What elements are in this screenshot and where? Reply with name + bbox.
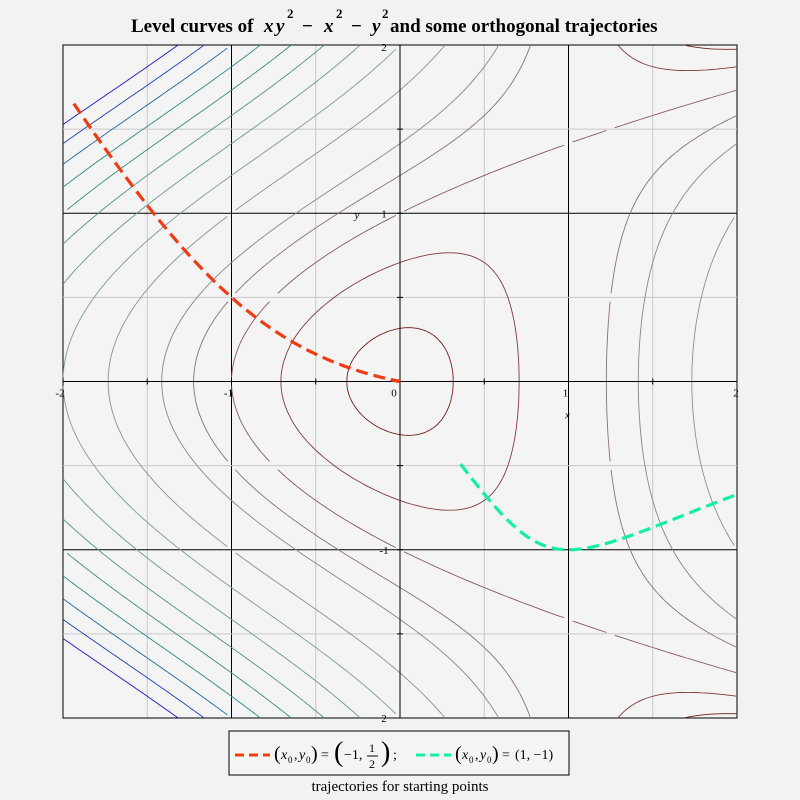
x-tick-label: -1 — [224, 388, 233, 400]
chart-title: Level curves of x y 2 − x 2 − y 2 and so… — [131, 6, 658, 37]
level-curves — [62, 44, 738, 719]
y-axis-label: y — [354, 209, 360, 221]
orthogonal-trajectories — [72, 102, 735, 553]
title-minus-2: − — [351, 16, 362, 37]
legend-2-x0: x — [461, 748, 469, 763]
legend-1-x0-sub: 0 — [288, 755, 293, 765]
y-tick-label: -1 — [379, 545, 388, 557]
y-tick-label: 2 — [381, 42, 387, 54]
x-tick-label: 1 — [563, 388, 569, 400]
svg-text:): ) — [311, 743, 318, 765]
x-tick-label: -2 — [55, 388, 64, 400]
title-exp-3: 2 — [382, 6, 389, 21]
legend-1-x0: x — [280, 748, 288, 763]
contour-level-8 — [107, 44, 735, 719]
y-tick-label: 1 — [381, 208, 387, 220]
legend-box — [228, 730, 570, 776]
svg-text:): ) — [492, 743, 499, 765]
title-x: x — [263, 16, 274, 37]
svg-text:): ) — [381, 737, 390, 768]
contour-level-1 — [62, 44, 205, 719]
title-exp-2: 2 — [336, 6, 343, 21]
legend-item-2: ( x 0 , y 0 ) = (1, −1) — [416, 743, 554, 765]
contour-level-6 — [62, 44, 361, 719]
legend-2-x0-sub: 0 — [469, 755, 474, 765]
legend: ( x 0 , y 0 ) = ( −1, 1 2 ) ; ( x 0 , y … — [228, 730, 570, 795]
legend-1-val: −1, — [344, 748, 362, 763]
contour-level-3 — [62, 44, 261, 719]
contour-level-0 — [62, 44, 179, 719]
contour-level-4 — [66, 44, 292, 719]
title-x2: x — [323, 16, 334, 37]
x-axis-label: x — [564, 410, 570, 422]
legend-1-frac-num: 1 — [369, 741, 375, 755]
x-tick-label: 0 — [391, 388, 397, 400]
trajectory-line-1 — [72, 102, 401, 383]
svg-text:(: ( — [455, 743, 462, 765]
title-exp-1: 2 — [287, 6, 294, 21]
svg-text:,: , — [294, 748, 298, 763]
contour-level-2 — [62, 47, 228, 716]
title-suffix: and some orthogonal trajectories — [390, 16, 658, 37]
axes — [62, 44, 738, 719]
y-tick-label: 2 — [381, 713, 387, 725]
contour-level-5 — [62, 44, 325, 719]
legend-1-eq: = — [321, 748, 329, 763]
legend-2-eq: = — [502, 748, 510, 763]
title-y: y — [274, 16, 285, 37]
contour-level-12 — [280, 44, 738, 719]
trajectory-line-2 — [456, 459, 735, 553]
contour-level-9 — [161, 44, 738, 719]
contour-level-7 — [62, 48, 397, 715]
legend-1-y0-sub: 0 — [306, 755, 311, 765]
x-tick-label: 2 — [733, 388, 739, 400]
legend-item-1: ( x 0 , y 0 ) = ( −1, 1 2 ) ; — [235, 737, 397, 771]
title-prefix: Level curves of — [131, 16, 254, 37]
contour-level-13 — [346, 44, 738, 719]
legend-2-y0-sub: 0 — [487, 755, 492, 765]
legend-1-frac-den: 2 — [369, 757, 375, 771]
contour-level-11 — [231, 89, 738, 674]
tick-labels: -2 -1 0 1 2 2 1 -1 2 x y — [55, 42, 738, 725]
title-minus-1: − — [302, 16, 313, 37]
svg-text:,: , — [475, 748, 479, 763]
title-y2: y — [370, 16, 381, 37]
legend-caption: trajectories for starting points — [311, 779, 488, 795]
contour-level-10 — [193, 44, 738, 719]
svg-text:(: ( — [334, 737, 343, 768]
svg-text:(: ( — [274, 743, 281, 765]
legend-2-val: (1, −1) — [515, 748, 554, 763]
legend-2-y0: y — [478, 748, 487, 763]
legend-1-sep: ; — [393, 748, 397, 763]
legend-1-y0: y — [297, 748, 306, 763]
